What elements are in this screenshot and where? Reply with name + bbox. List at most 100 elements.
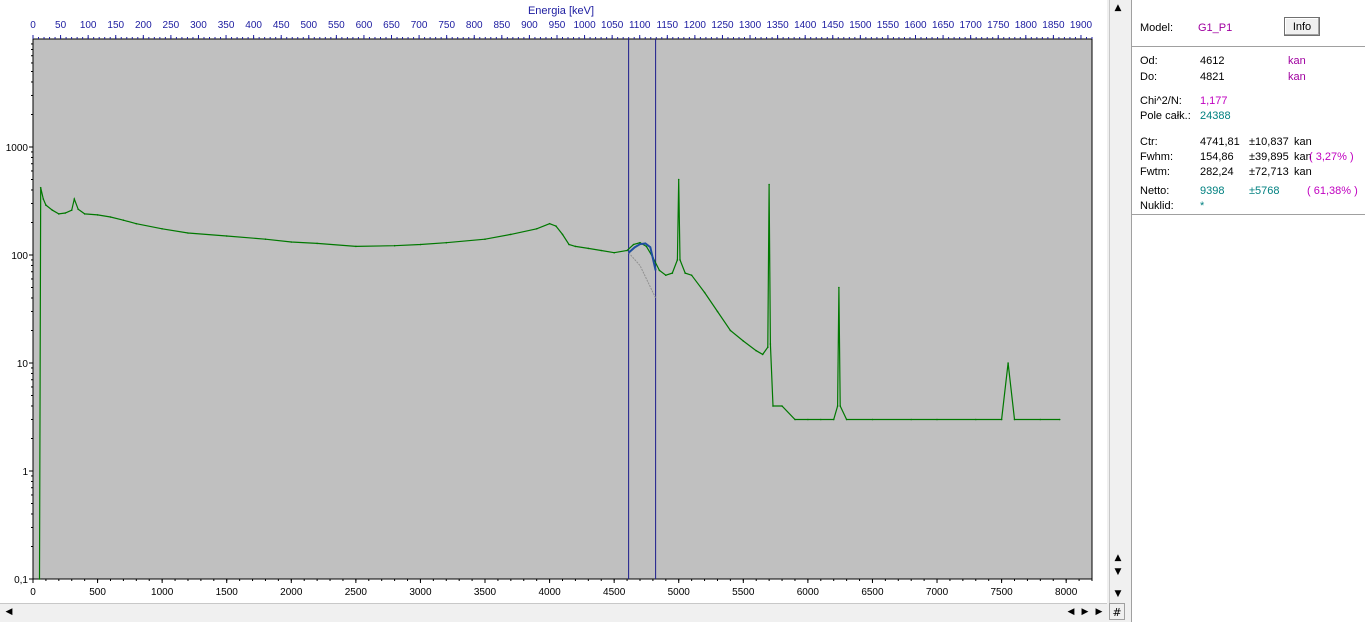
x-tick-label: 3500 (474, 587, 497, 598)
spectrum-data-point (755, 349, 757, 352)
netto-label: Netto: (1140, 185, 1170, 197)
corner-grid-icon[interactable]: # (1109, 603, 1125, 620)
spectrum-chart[interactable]: 0 500 1000 1500 2000 2500 3000 3500 4000 4500 5000… (0, 0, 1107, 603)
x-tick-label: 7000 (926, 587, 949, 598)
horizontal-scrollbar[interactable]: ◀ ◀ ▶ ▶ (0, 603, 1107, 621)
scroll-down-icon[interactable]: ▼ (1114, 589, 1122, 599)
spectrum-data-point (38, 578, 41, 580)
nuklid-label: Nuklid: (1140, 200, 1174, 212)
y-tick-label: 100 (11, 251, 28, 262)
spectrum-data-point (290, 241, 293, 243)
x2-tick-label: 50 (55, 20, 67, 31)
fwtm-unit: kan (1294, 166, 1312, 178)
spectrum-data-point (626, 249, 628, 252)
spectrum-data-point (161, 228, 163, 230)
fwtm-value: 282,24 (1200, 166, 1234, 178)
spectrum-data-point (836, 405, 839, 407)
spectrum-data-point (769, 343, 772, 345)
spectrum-data-point (83, 213, 86, 215)
spectrum-data-point (839, 405, 841, 407)
spectrum-data-point (671, 272, 674, 274)
x2-tick-label: 1650 (932, 20, 955, 31)
spectrum-data-point (600, 249, 602, 252)
x2-tick-label: 1350 (766, 20, 789, 31)
model-value: G1_P1 (1198, 22, 1233, 34)
x2-tick-label: 700 (411, 20, 428, 31)
spectrum-data-point (781, 405, 783, 407)
scroll-up-small-icon[interactable]: ▲ (1114, 553, 1122, 563)
spectrum-data-point (768, 183, 770, 186)
scroll-left-icon[interactable]: ◀ (5, 607, 13, 617)
spectrum-data-point (871, 418, 874, 421)
x2-tick-label: 1100 (629, 20, 651, 31)
scroll-up-icon[interactable]: ▲ (1114, 3, 1122, 13)
spectrum-data-point (632, 243, 635, 246)
panel-divider (1132, 46, 1365, 47)
spectrum-data-point (820, 418, 822, 421)
spectrum-data-point (729, 329, 732, 332)
spectrum-data-point (1013, 418, 1016, 421)
fwhm-percent: ( 3,27% ) (1309, 151, 1354, 163)
x2-tick-label: 0 (30, 20, 36, 31)
spectrum-data-point (677, 178, 680, 181)
y-tick-label: 1000 (6, 143, 29, 154)
spectrum-data-point (845, 418, 848, 421)
scroll-down-small-icon[interactable]: ▼ (1114, 567, 1122, 577)
spectrum-data-point (42, 198, 45, 200)
x2-tick-label: 850 (493, 20, 510, 31)
spectrum-data-point (742, 340, 745, 342)
ctr-label: Ctr: (1140, 136, 1158, 148)
y-tick-label: 10 (17, 359, 29, 370)
info-button[interactable]: Info (1284, 17, 1320, 36)
pole-value: 24388 (1200, 110, 1231, 122)
x2-tick-label: 1800 (1015, 20, 1038, 31)
spectrum-data-point (135, 222, 138, 225)
x2-tick-label: 450 (273, 20, 290, 31)
spectrum-data-point (690, 274, 693, 277)
x2-tick-label: 400 (245, 20, 262, 31)
spectrum-data-point (58, 213, 60, 215)
spectrum-data-point (355, 245, 357, 248)
scroll-left-small-icon[interactable]: ◀ (1067, 607, 1075, 617)
spectrum-data-point (772, 405, 774, 407)
x-tick-label: 2500 (345, 587, 368, 598)
spectrum-data-point (703, 291, 706, 294)
x2-tick-label: 100 (80, 20, 97, 31)
x-tick-label: 6000 (797, 587, 820, 598)
scroll-right-icon[interactable]: ▶ (1095, 607, 1103, 617)
spectrum-data-point (39, 186, 42, 189)
scroll-right-small-icon[interactable]: ▶ (1081, 607, 1089, 617)
spectrum-data-point (548, 222, 551, 225)
spectrum-data-point (1058, 418, 1061, 421)
spectrum-data-point (613, 251, 615, 254)
y-tick-label: 0,1 (14, 575, 28, 586)
chi-value: 1,177 (1200, 95, 1228, 107)
fwtm-error: ±72,713 (1249, 166, 1289, 178)
x2-tick-label: 1400 (794, 20, 817, 31)
spectrum-plot[interactable]: 0 500 1000 1500 2000 2500 3000 3500 4000 4500 5000… (0, 0, 1107, 603)
x-tick-label: 5500 (732, 587, 755, 598)
x-tick-label: 1500 (216, 587, 239, 598)
do-value: 4821 (1200, 71, 1225, 83)
x-tick-label: 4000 (538, 587, 561, 598)
spectrum-data-point (122, 219, 125, 221)
spectrum-data-point (679, 259, 681, 261)
od-label: Od: (1140, 55, 1158, 67)
x2-tick-label: 1050 (601, 20, 624, 31)
spectrum-data-point (393, 244, 396, 247)
x2-tick-label: 250 (163, 20, 180, 31)
x-tick-label: 6500 (861, 587, 884, 598)
fit-results-panel: Model: G1_P1 Info Od: 4612 kan Do: 4821 … (1131, 0, 1365, 622)
spectrum-data-point (535, 228, 538, 230)
x2-tick-label: 900 (521, 20, 538, 31)
x2-tick-label: 1150 (657, 20, 679, 31)
chi-label: Chi^2/N: (1140, 95, 1182, 107)
panel-divider-bottom (1132, 214, 1365, 215)
pole-label: Pole całk.: (1140, 110, 1191, 122)
spectrum-data-point (587, 247, 590, 250)
do-unit: kan (1288, 71, 1306, 83)
od-value: 4612 (1200, 55, 1225, 67)
netto-percent: ( 61,38% ) (1307, 185, 1358, 197)
fwhm-value: 154,86 (1200, 151, 1234, 163)
vertical-scrollbar[interactable]: ▲ ▲ ▼ ▼ (1109, 0, 1126, 603)
